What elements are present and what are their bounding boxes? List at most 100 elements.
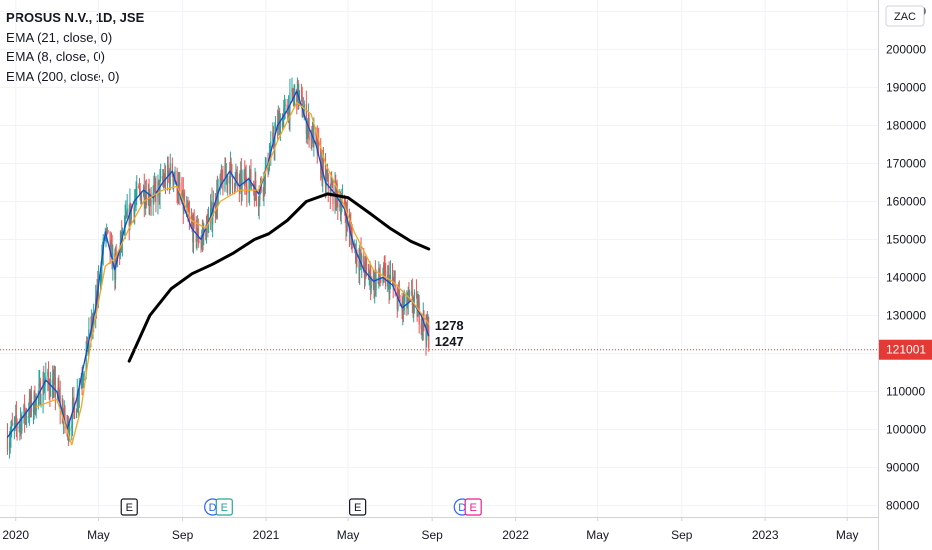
time-tick-label-0: 2020 xyxy=(2,528,29,542)
candle-body-427 xyxy=(416,295,418,317)
event-marker-3[interactable]: E xyxy=(349,498,367,516)
candle-body-268 xyxy=(264,172,266,186)
price-tick-label-12: 200000 xyxy=(886,42,926,56)
candle-body-149 xyxy=(149,200,152,202)
candle-body-333 xyxy=(326,177,328,179)
candle-body-34 xyxy=(39,381,41,405)
candle-body-76 xyxy=(80,379,82,389)
candle-body-408 xyxy=(398,289,400,296)
candle-body-426 xyxy=(415,292,418,296)
candle-body-436 xyxy=(425,325,427,341)
candle-body-154 xyxy=(154,182,156,189)
candle-body-4 xyxy=(11,423,13,432)
candle-body-72 xyxy=(76,393,78,410)
time-tick-label-9: 2023 xyxy=(752,528,779,542)
candle-body-50 xyxy=(54,377,56,397)
candle-body-124 xyxy=(125,213,128,217)
candle-body-33 xyxy=(39,381,41,384)
event-marker-0[interactable]: E xyxy=(120,498,138,516)
legend-ema-8[interactable]: EMA (8, close, 0) xyxy=(6,49,105,64)
candle-body-97 xyxy=(100,275,102,278)
event-marker-letter-2: E xyxy=(221,502,228,514)
candle-body-129 xyxy=(130,207,132,220)
candle-body-70 xyxy=(73,405,76,418)
candle-body-62 xyxy=(67,420,69,429)
grid-lines xyxy=(0,0,878,517)
legend-title: PROSUS N.V., 1D, JSE xyxy=(6,10,145,25)
time-tick-label-10: May xyxy=(836,528,859,542)
candle-body-345 xyxy=(337,193,339,208)
candle-body-111 xyxy=(114,253,116,280)
candle-body-294 xyxy=(288,105,290,120)
candle-body-77 xyxy=(81,379,83,381)
candle-body-21 xyxy=(28,416,30,418)
price-tick-label-9: 170000 xyxy=(886,156,926,170)
candle-body-259 xyxy=(255,180,257,192)
candle-body-54 xyxy=(58,395,61,397)
price-axis-bg xyxy=(878,0,932,550)
candle-body-224 xyxy=(221,171,223,179)
candle-body-230 xyxy=(227,176,229,184)
legend-ema-200[interactable]: EMA (200, close, 0) xyxy=(6,68,120,84)
price-tick-label-3: 110000 xyxy=(886,385,925,399)
event-marker-5[interactable]: E xyxy=(464,498,482,516)
candle-body-202 xyxy=(201,237,203,243)
candle-body-247 xyxy=(244,171,246,184)
candle-body-148 xyxy=(149,201,151,204)
candle-body-306 xyxy=(300,90,303,97)
candle-body-156 xyxy=(157,181,159,203)
candle-body-64 xyxy=(68,430,70,438)
candle-body-331 xyxy=(324,163,327,187)
candle-body-51 xyxy=(56,396,59,398)
candle-body-69 xyxy=(73,397,75,406)
candle-body-169 xyxy=(168,173,171,185)
candle-body-314 xyxy=(307,118,309,125)
candle-body-397 xyxy=(387,274,389,276)
candle-body-108 xyxy=(110,243,113,245)
candle-body-335 xyxy=(327,174,329,190)
candle-body-336 xyxy=(329,189,331,196)
candle-body-52 xyxy=(57,386,59,397)
price-tick-label-7: 150000 xyxy=(886,232,926,246)
candle-body-391 xyxy=(382,279,384,282)
candle-body-383 xyxy=(374,274,376,292)
candle-body-74 xyxy=(78,396,80,403)
candle-body-431 xyxy=(420,324,422,329)
candle-body-142 xyxy=(143,186,145,204)
candle-body-362 xyxy=(354,244,356,247)
candle-body-78 xyxy=(82,379,84,381)
candle-body-41 xyxy=(47,371,49,377)
candle-body-242 xyxy=(239,176,241,189)
time-axis[interactable]: 2020 May Sep 2021 May Sep 2022 May Sep 2023 May xyxy=(0,517,878,550)
candle-body-239 xyxy=(235,172,238,176)
candle-body-200 xyxy=(198,241,200,243)
candle-body-138 xyxy=(139,188,141,193)
candle-body-17 xyxy=(24,404,26,419)
candle-body-243 xyxy=(240,172,242,177)
candle-body-318 xyxy=(311,127,314,142)
candle-body-210 xyxy=(207,218,210,233)
time-tick-label-6: 2022 xyxy=(502,528,529,542)
candle-body-311 xyxy=(305,104,307,135)
legend-ema-21[interactable]: EMA (21, close, 0) xyxy=(6,29,113,45)
candle-body-96 xyxy=(99,277,102,280)
price-axis[interactable]: 8000090000100000110000120000130000140000… xyxy=(878,0,932,550)
price-tick-label-8: 160000 xyxy=(886,194,926,208)
candle-body-347 xyxy=(339,203,342,215)
event-marker-2[interactable]: E xyxy=(215,498,233,516)
candle-body-377 xyxy=(368,276,370,280)
value-label-1: 1247 xyxy=(435,334,464,349)
candle-body-10 xyxy=(16,423,18,428)
candle-body-61 xyxy=(66,423,68,429)
candle-body-231 xyxy=(229,176,231,184)
candle-body-160 xyxy=(160,176,162,179)
candle-body-284 xyxy=(279,116,281,136)
ema-line-1 xyxy=(35,101,430,446)
candle-body-438 xyxy=(426,317,428,330)
candle-body-245 xyxy=(241,178,243,192)
candle-body-256 xyxy=(253,185,255,190)
candle-body-368 xyxy=(359,252,361,259)
candle-body-262 xyxy=(258,200,260,206)
